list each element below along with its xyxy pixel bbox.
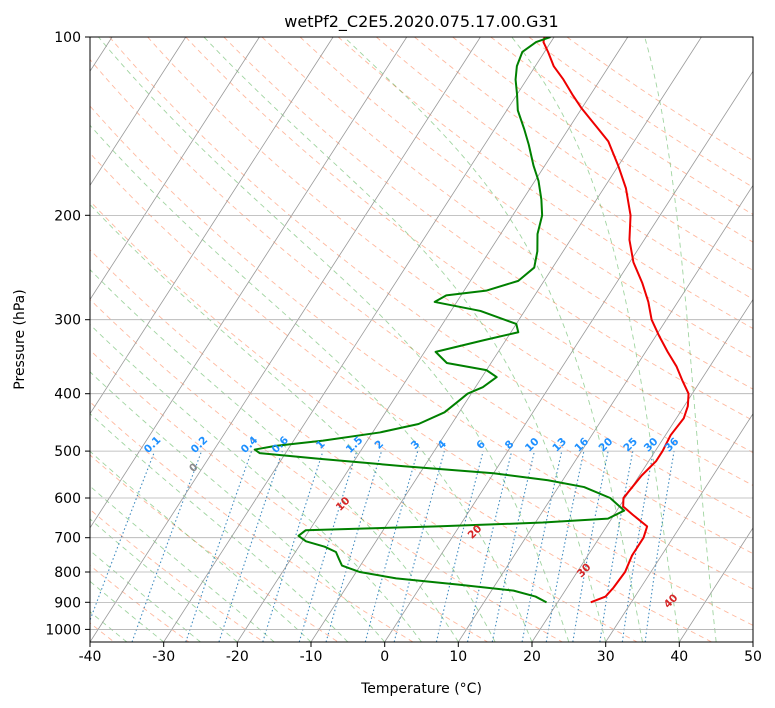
isotherm-line — [384, 70, 753, 642]
mixing-ratio-line — [262, 450, 324, 642]
moist-adiabat-line — [90, 580, 164, 642]
y-tick-label: 600 — [54, 491, 81, 507]
x-tick-label: 10 — [449, 649, 467, 665]
isotherm-line — [236, 37, 629, 642]
dry-adiabat-line — [90, 401, 414, 642]
moist-adiabat-line — [90, 450, 312, 642]
x-tick-label: 20 — [523, 649, 541, 665]
isotherm-line — [678, 527, 753, 642]
mixing-ratio-line — [621, 451, 654, 642]
dry-adiabat-line — [90, 105, 753, 590]
x-tick-label: -10 — [300, 649, 323, 665]
dry-adiabat-line — [414, 37, 753, 271]
x-tick-label: -30 — [152, 649, 175, 665]
moist-adiabat-line — [90, 203, 496, 642]
plot-frame — [89, 36, 754, 643]
y-tick-label: 700 — [54, 531, 81, 547]
moist-adiabats — [90, 37, 717, 642]
dry-adiabat-line — [299, 37, 753, 360]
y-axis-label: Pressure (hPa) — [12, 289, 28, 389]
x-tick-label: 40 — [670, 649, 688, 665]
isotherm-line — [90, 37, 260, 301]
dry-adiabat-line — [90, 454, 339, 642]
y-tick-label: 300 — [54, 313, 81, 329]
x-axis-label: Temperature (°C) — [360, 681, 482, 697]
y-tick-label: 200 — [54, 208, 81, 224]
y-tick-label: 500 — [54, 444, 81, 460]
mixing-ratio-line — [435, 450, 484, 642]
x-tick-label: 30 — [597, 649, 615, 665]
moist-adiabat-line — [644, 37, 717, 642]
x-tick-label: 50 — [744, 649, 762, 665]
dry-adiabat-line — [490, 37, 753, 215]
moist-adiabat-line — [203, 37, 607, 642]
dry-adiabat-line — [90, 508, 264, 642]
x-tick-label: -20 — [226, 649, 249, 665]
isotherm-line — [90, 37, 481, 642]
mixing-ratio-line — [644, 451, 675, 642]
y-tick-label: 400 — [54, 387, 81, 403]
isotherm-line — [457, 184, 753, 642]
isotherm-line — [90, 37, 187, 187]
x-tick-label: 0 — [380, 649, 389, 665]
isotherm-line — [90, 37, 334, 415]
y-axis: 100 200 300 400 500 600 700 800 900 1000 — [45, 30, 90, 638]
mixing-ratio-line — [185, 450, 253, 642]
x-axis: -40 -30 -20 -10 0 10 20 30 40 50 — [79, 642, 762, 665]
moist-adiabat-line — [98, 37, 570, 642]
dry-adiabat-line — [109, 37, 753, 520]
moist-adiabat-line — [90, 371, 386, 642]
moist-adiabat-line — [90, 124, 533, 642]
isotherm-line — [605, 412, 753, 642]
moist-adiabat-line — [90, 549, 201, 642]
mixing-ratio-line — [298, 450, 358, 642]
dry-adiabat-line — [261, 37, 753, 390]
chart-title: wetPf2_C2E5.2020.075.17.00.G31 — [284, 12, 558, 32]
series-layer — [253, 37, 690, 604]
dry-adiabat-line — [90, 152, 753, 626]
y-tick-label: 800 — [54, 565, 81, 581]
moist-adiabat-line — [511, 37, 680, 642]
isotherm-line — [310, 37, 702, 642]
dry-adiabat-line — [90, 249, 638, 642]
isotherm-line — [90, 37, 408, 529]
mixing-ratio-line — [466, 450, 513, 642]
dry-adiabat-line — [223, 37, 753, 422]
moist-adiabat-line — [90, 269, 459, 642]
isotherm-line — [531, 298, 753, 642]
dry-adiabat-line — [185, 37, 753, 454]
mixing-ratio-lines — [90, 450, 675, 642]
mixing-ratio-line — [325, 450, 383, 642]
mixing-ratio-line — [90, 450, 156, 622]
dry-adiabat-line — [90, 200, 712, 642]
isotherm-line — [163, 37, 555, 642]
temperature-profile-line — [542, 37, 690, 604]
moist-adiabat-line — [90, 485, 275, 642]
x-tick-label: -40 — [79, 649, 102, 665]
mixing-ratio-line — [491, 450, 535, 642]
y-tick-label: 100 — [54, 30, 81, 46]
y-tick-label: 900 — [54, 595, 81, 611]
dewpoint-profile-line — [253, 37, 626, 604]
mixing-ratio-line — [218, 450, 283, 642]
isotherms — [90, 37, 753, 642]
moist-adiabat-line — [90, 518, 238, 642]
dry-adiabat-line — [90, 58, 753, 555]
y-tick-label: 1000 — [45, 622, 81, 638]
mixing-ratio-line — [364, 450, 419, 642]
